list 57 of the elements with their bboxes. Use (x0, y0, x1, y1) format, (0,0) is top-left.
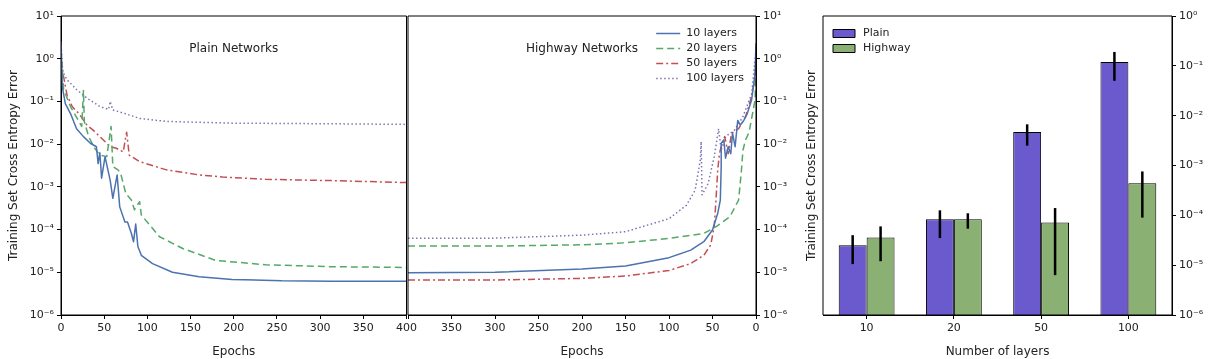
x-tick-label: 100 (658, 321, 680, 335)
x-tick-label: 200 (571, 321, 593, 335)
x-tick-label: 350 (352, 321, 374, 335)
y-tick-label: 10⁻¹ (1179, 58, 1204, 72)
y-tick-label: 10⁻³ (763, 179, 788, 193)
y-axis-title: Training Set Cross Entropy Error (804, 69, 819, 263)
y-tick-label: 10⁻⁵ (1179, 258, 1204, 272)
x-tick-label: 100 (136, 321, 158, 335)
legend-label: 20 layers (686, 41, 738, 55)
x-tick-label: 300 (484, 321, 506, 335)
legend-label: 100 layers (686, 71, 745, 85)
x-tick-label: 100 (1117, 321, 1139, 335)
x-tick-label: 400 (396, 321, 417, 335)
x-tick-label: 200 (223, 321, 245, 335)
x-tick-label: 250 (528, 321, 549, 335)
y-tick-label: 10¹ (35, 8, 54, 22)
y-tick-label: 10⁻⁶ (29, 307, 55, 321)
y-tick-label: 10⁰ (763, 51, 782, 65)
x-tick-label: 150 (180, 321, 202, 335)
x-tick-label: 300 (309, 321, 331, 335)
y-tick-label: 10⁻⁴ (1179, 208, 1204, 222)
y-tick-label: 10⁻³ (29, 179, 54, 193)
x-tick-label: 20 (946, 321, 961, 335)
legend-label: 50 layers (686, 56, 738, 70)
y-tick-label: 10⁻⁴ (29, 222, 55, 236)
x-axis-title: Epochs (560, 343, 604, 358)
y-tick-label: 10⁻⁵ (29, 265, 54, 279)
x-tick-label: 250 (266, 321, 288, 335)
x-tick-label: 10 (859, 321, 874, 335)
y-tick-label: 10⁻⁴ (763, 222, 788, 236)
legend-label: Plain (863, 26, 890, 40)
x-axis-title: Epochs (212, 343, 256, 358)
y-axis-title: Training Set Cross Entropy Error (6, 69, 21, 263)
x-tick-label: 0 (752, 321, 760, 335)
y-tick-label: 10⁰ (1179, 8, 1198, 22)
y-tick-label: 10⁻⁵ (763, 265, 788, 279)
y-tick-label: 10⁻¹ (29, 94, 54, 108)
legend-label: 10 layers (686, 26, 738, 40)
y-tick-label: 10⁻⁶ (763, 307, 788, 321)
legend-label: Highway (863, 41, 912, 55)
y-tick-label: 10⁻² (29, 137, 54, 150)
x-tick-label: 0 (57, 321, 65, 335)
y-tick-label: 10⁻² (763, 137, 788, 150)
x-tick-label: 50 (1034, 321, 1049, 335)
x-tick-label: 50 (97, 321, 112, 335)
text: Plain Networks (189, 41, 279, 56)
x-axis-title: Number of layers (945, 343, 1050, 358)
x-tick-label: 150 (615, 321, 636, 335)
y-tick-label: 10¹ (763, 8, 782, 22)
y-tick-label: 10⁻¹ (763, 94, 788, 108)
x-tick-label: 50 (705, 321, 720, 335)
y-tick-label: 10⁻⁶ (1179, 307, 1204, 321)
y-tick-label: 10⁰ (35, 51, 55, 65)
x-tick-label: 350 (441, 321, 462, 335)
y-tick-label: 10⁻³ (1179, 158, 1204, 172)
text: Highway Networks (525, 41, 639, 56)
y-tick-label: 10⁻² (1179, 108, 1204, 122)
